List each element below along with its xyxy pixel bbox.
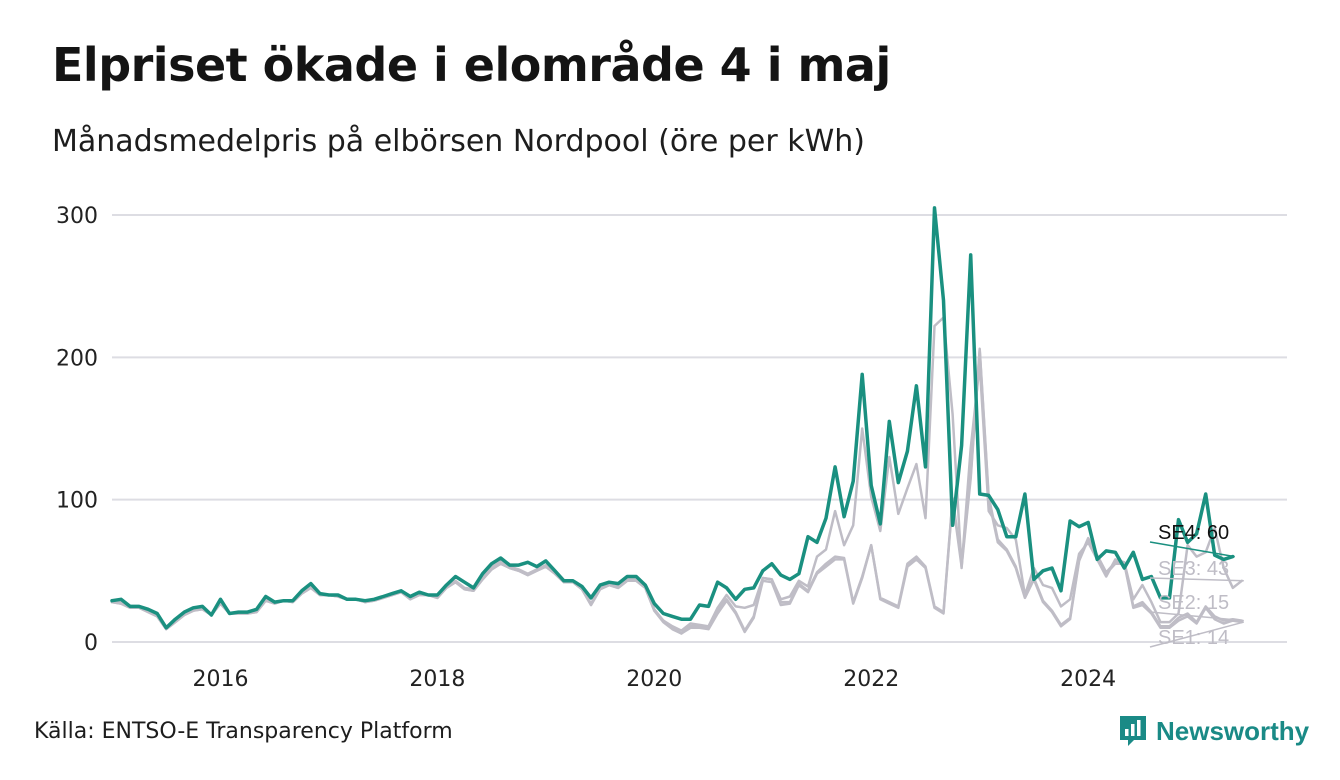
end-label-se2: SE2: 15 [1158,592,1229,614]
leader-line-se1 [1149,621,1245,648]
brand-name: Newsworthy [1156,715,1310,746]
series-line-se4 [110,206,1235,630]
x-axis-tick-labels: 2016 2018 2020 2022 2024 [192,667,1116,692]
leader-line-se4 [1149,541,1235,558]
series-end-labels: SE1: 14 SE2: 15 SE3: 43 SE4: 60 [1149,522,1245,649]
leader-line-se2 [1149,611,1244,622]
end-label-se4: SE4: 60 [1158,522,1229,544]
x-tick-label: 2024 [1060,667,1116,692]
x-tick-label: 2022 [843,667,899,692]
end-label-se1: SE1: 14 [1158,627,1229,649]
y-axis-tick-labels: 0 100 200 300 [56,204,98,656]
series-line-se3 [110,316,1244,632]
x-tick-label: 2016 [192,667,248,692]
x-tick-label: 2018 [409,667,465,692]
y-tick-label: 200 [56,346,98,371]
series-lines [110,206,1244,635]
leader-line-se3 [1149,577,1244,582]
chart-title: Elpriset ökade i elområde 4 i maj [52,38,891,92]
newsworthy-logo-icon [1120,716,1146,746]
y-tick-label: 0 [84,631,98,656]
chart-subtitle: Månadsmedelpris på elbörsen Nordpool (ör… [52,124,865,159]
grid-lines [112,214,1287,643]
y-tick-label: 100 [56,489,98,514]
y-tick-label: 300 [56,204,98,229]
brand-logo[interactable]: Newsworthy [1118,713,1309,749]
x-tick-label: 2020 [626,667,682,692]
end-label-se3: SE3: 43 [1158,558,1229,580]
source-note: Källa: ENTSO-E Transparency Platform [34,719,453,744]
